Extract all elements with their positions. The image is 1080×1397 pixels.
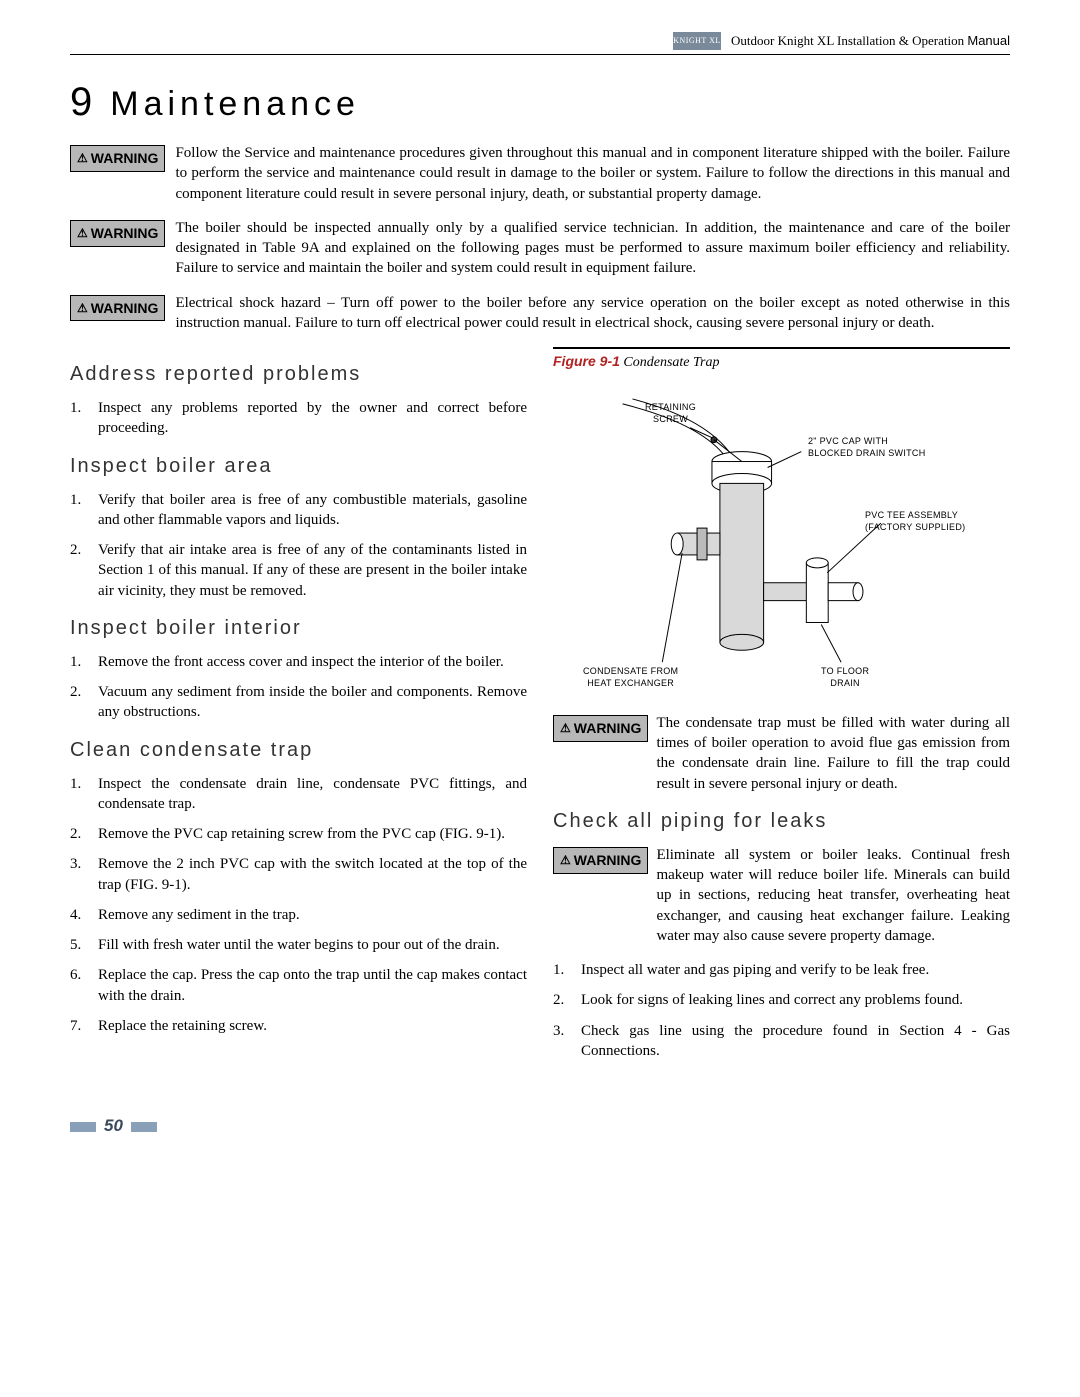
warning-badge: ⚠WARNING — [70, 220, 165, 247]
warning-text: Electrical shock hazard – Turn off power… — [175, 293, 1010, 334]
chapter-title: Maintenance — [110, 85, 360, 123]
check-piping-steps: Inspect all water and gas piping and ver… — [553, 960, 1010, 1061]
step-text: Verify that boiler area is free of any c… — [98, 490, 527, 531]
warning-badge: ⚠WARNING — [70, 145, 165, 172]
warning-triangle-icon: ⚠ — [77, 150, 88, 166]
warning-block: ⚠WARNING Follow the Service and maintenan… — [70, 143, 1010, 204]
label-retaining-screw: RETAINING SCREW — [645, 401, 696, 425]
warning-badge: ⚠WARNING — [70, 295, 165, 322]
step-item: Inspect the condensate drain line, conde… — [70, 774, 527, 815]
step-text: Vacuum any sediment from inside the boil… — [98, 682, 527, 723]
footer-bar-icon — [70, 1122, 96, 1132]
warning-label: WARNING — [574, 851, 642, 870]
step-item: Check gas line using the procedure found… — [553, 1021, 1010, 1062]
figure-title: Condensate Trap — [623, 355, 719, 370]
page-footer: 50 — [70, 1115, 1010, 1138]
right-column: Figure 9-1 Condensate Trap — [553, 347, 1010, 1071]
step-item: Replace the cap. Press the cap onto the … — [70, 965, 527, 1006]
step-text: Inspect all water and gas piping and ver… — [581, 960, 929, 980]
header-title-prefix: Outdoor Knight XL Installation & Operati… — [731, 33, 964, 48]
header-title-suffix: Manual — [967, 33, 1010, 48]
condensate-trap-diagram: RETAINING SCREW 2" PVC CAP WITH BLOCKED … — [553, 383, 1010, 703]
step-item: Inspect all water and gas piping and ver… — [553, 960, 1010, 980]
warning-triangle-icon: ⚠ — [77, 225, 88, 241]
step-list: Verify that boiler area is free of any c… — [70, 490, 527, 601]
label-pvc-tee: PVC TEE ASSEMBLY (FACTORY SUPPLIED) — [865, 509, 965, 533]
step-item: Fill with fresh water until the water be… — [70, 935, 527, 955]
section-heading: Clean condensate trap — [70, 737, 527, 764]
step-text: Remove the PVC cap retaining screw from … — [98, 824, 505, 844]
warning-triangle-icon: ⚠ — [560, 720, 571, 736]
header-title: Outdoor Knight XL Installation & Operati… — [731, 32, 1010, 50]
step-text: Check gas line using the procedure found… — [581, 1021, 1010, 1062]
label-condensate-from: CONDENSATE FROM HEAT EXCHANGER — [583, 665, 678, 689]
warning-block: ⚠WARNING The boiler should be inspected a… — [70, 218, 1010, 279]
section-heading: Inspect boiler area — [70, 453, 527, 480]
label-pvc-cap: 2" PVC CAP WITH BLOCKED DRAIN SWITCH — [808, 435, 926, 459]
step-item: Remove any sediment in the trap. — [70, 905, 527, 925]
step-list: Inspect the condensate drain line, conde… — [70, 774, 527, 1037]
figure-caption: Figure 9-1 Condensate Trap — [553, 347, 1010, 373]
step-text: Remove any sediment in the trap. — [98, 905, 300, 925]
chapter-heading: 9 Maintenance — [70, 75, 1010, 129]
step-item: Replace the retaining screw. — [70, 1016, 527, 1036]
warning-text: Eliminate all system or boiler leaks. Co… — [656, 845, 1010, 946]
warning-text: The condensate trap must be filled with … — [656, 713, 1010, 794]
label-to-floor-drain: TO FLOOR DRAIN — [821, 665, 869, 689]
warning-triangle-icon: ⚠ — [560, 852, 571, 868]
content-columns: Address reported problems Inspect any pro… — [70, 347, 1010, 1071]
step-text: Inspect any problems reported by the own… — [98, 398, 527, 439]
step-item: Look for signs of leaking lines and corr… — [553, 990, 1010, 1010]
warning-leaks: ⚠WARNING Eliminate all system or boiler … — [553, 845, 1010, 946]
warning-triangle-icon: ⚠ — [77, 300, 88, 316]
section-check-piping: Check all piping for leaks — [553, 808, 1010, 835]
step-list: Inspect any problems reported by the own… — [70, 398, 527, 439]
warning-badge: ⚠WARNING — [553, 847, 648, 874]
warning-label: WARNING — [91, 224, 159, 243]
step-item: Remove the front access cover and inspec… — [70, 652, 527, 672]
step-item: Verify that boiler area is free of any c… — [70, 490, 527, 531]
warning-label: WARNING — [91, 149, 159, 168]
step-text: Replace the cap. Press the cap onto the … — [98, 965, 527, 1006]
step-text: Remove the front access cover and inspec… — [98, 652, 504, 672]
step-item: Remove the PVC cap retaining screw from … — [70, 824, 527, 844]
page-header: KNIGHT XL Outdoor Knight XL Installation… — [70, 32, 1010, 55]
step-text: Fill with fresh water until the water be… — [98, 935, 500, 955]
warning-label: WARNING — [91, 299, 159, 318]
figure-number: Figure 9-1 — [553, 353, 620, 369]
section-heading: Address reported problems — [70, 361, 527, 388]
warning-badge: ⚠WARNING — [553, 715, 648, 742]
step-text: Inspect the condensate drain line, conde… — [98, 774, 527, 815]
warning-text: The boiler should be inspected annually … — [175, 218, 1010, 279]
warning-label: WARNING — [574, 719, 642, 738]
section-heading: Inspect boiler interior — [70, 615, 527, 642]
step-text: Remove the 2 inch PVC cap with the switc… — [98, 854, 527, 895]
left-column: Address reported problems Inspect any pro… — [70, 347, 527, 1071]
step-item: Vacuum any sediment from inside the boil… — [70, 682, 527, 723]
step-text: Verify that air intake area is free of a… — [98, 540, 527, 601]
warning-block: ⚠WARNING Electrical shock hazard – Turn o… — [70, 293, 1010, 334]
warning-text: Follow the Service and maintenance proce… — [175, 143, 1010, 204]
chapter-number: 9 — [70, 80, 92, 124]
step-item: Inspect any problems reported by the own… — [70, 398, 527, 439]
page-number: 50 — [104, 1115, 123, 1138]
warning-condensate-trap: ⚠WARNING The condensate trap must be fil… — [553, 713, 1010, 794]
footer-bar-icon — [131, 1122, 157, 1132]
brand-logo: KNIGHT XL — [673, 32, 721, 50]
step-item: Verify that air intake area is free of a… — [70, 540, 527, 601]
step-text: Replace the retaining screw. — [98, 1016, 267, 1036]
step-list: Remove the front access cover and inspec… — [70, 652, 527, 723]
step-text: Look for signs of leaking lines and corr… — [581, 990, 963, 1010]
step-item: Remove the 2 inch PVC cap with the switc… — [70, 854, 527, 895]
